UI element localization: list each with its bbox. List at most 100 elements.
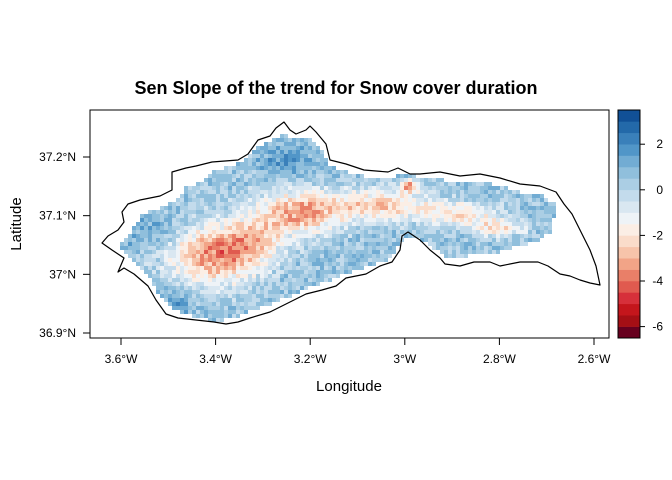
raster-cell <box>248 154 252 158</box>
raster-cell <box>428 186 432 190</box>
raster-cell <box>256 182 260 186</box>
raster-cell <box>280 274 284 278</box>
raster-cell <box>152 274 156 278</box>
raster-cell <box>316 246 320 250</box>
raster-cell <box>492 246 496 250</box>
raster-cell <box>392 226 396 230</box>
raster-cell <box>252 298 256 302</box>
raster-cell <box>320 250 324 254</box>
raster-cell <box>340 230 344 234</box>
raster-cell <box>180 258 184 262</box>
raster-cell <box>348 242 352 246</box>
raster-cell <box>304 194 308 198</box>
raster-cell <box>192 234 196 238</box>
raster-cell <box>148 242 152 246</box>
raster-cell <box>452 230 456 234</box>
raster-cell <box>176 262 180 266</box>
raster-cell <box>236 166 240 170</box>
raster-cell <box>304 154 308 158</box>
raster-cell <box>244 206 248 210</box>
raster-cell <box>544 206 548 210</box>
raster-cell <box>388 250 392 254</box>
raster-cell <box>460 182 464 186</box>
raster-cell <box>364 222 368 226</box>
raster-cell <box>184 206 188 210</box>
raster-cell <box>520 230 524 234</box>
raster-cell <box>488 238 492 242</box>
raster-cell <box>244 174 248 178</box>
raster-cell <box>368 202 372 206</box>
raster-cell <box>188 238 192 242</box>
raster-cell <box>508 206 512 210</box>
raster-cell <box>220 234 224 238</box>
raster-cell <box>256 278 260 282</box>
raster-cell <box>156 254 160 258</box>
raster-cell <box>500 242 504 246</box>
raster-cell <box>216 286 220 290</box>
raster-cell <box>332 230 336 234</box>
raster-cell <box>372 218 376 222</box>
raster-cell <box>164 226 168 230</box>
raster-cell <box>224 214 228 218</box>
raster-cell <box>152 210 156 214</box>
raster-cell <box>264 282 268 286</box>
raster-cell <box>532 198 536 202</box>
raster-cell <box>236 294 240 298</box>
raster-cell <box>156 210 160 214</box>
raster-cell <box>208 202 212 206</box>
raster-cell <box>184 214 188 218</box>
raster-cell <box>324 226 328 230</box>
raster-cell <box>300 178 304 182</box>
raster-cell <box>164 230 168 234</box>
raster-cell <box>232 294 236 298</box>
raster-cell <box>252 226 256 230</box>
raster-cell <box>168 262 172 266</box>
raster-cell <box>204 282 208 286</box>
raster-cell <box>256 238 260 242</box>
raster-cell <box>544 226 548 230</box>
raster-cell <box>468 210 472 214</box>
raster-cell <box>308 270 312 274</box>
snow-slope-raster <box>120 134 556 322</box>
raster-cell <box>440 238 444 242</box>
raster-cell <box>184 282 188 286</box>
raster-cell <box>504 206 508 210</box>
raster-cell <box>456 226 460 230</box>
raster-cell <box>168 298 172 302</box>
raster-cell <box>304 206 308 210</box>
colorbar: -6-4-202 <box>617 109 663 339</box>
raster-cell <box>172 222 176 226</box>
raster-cell <box>180 310 184 314</box>
raster-cell <box>272 158 276 162</box>
raster-cell <box>196 250 200 254</box>
raster-cell <box>344 266 348 270</box>
raster-cell <box>220 290 224 294</box>
raster-cell <box>232 302 236 306</box>
raster-cell <box>200 182 204 186</box>
raster-cell <box>360 254 364 258</box>
raster-cell <box>360 174 364 178</box>
raster-cell <box>304 234 308 238</box>
raster-cell <box>360 238 364 242</box>
raster-cell <box>268 286 272 290</box>
raster-cell <box>452 214 456 218</box>
raster-cell <box>220 170 224 174</box>
raster-cell <box>144 262 148 266</box>
raster-cell <box>184 222 188 226</box>
raster-cell <box>172 230 176 234</box>
raster-cell <box>200 246 204 250</box>
raster-cell <box>296 274 300 278</box>
raster-cell <box>172 290 176 294</box>
raster-cell <box>444 226 448 230</box>
raster-cell <box>296 222 300 226</box>
raster-cell <box>320 154 324 158</box>
raster-cell <box>360 202 364 206</box>
raster-cell <box>232 270 236 274</box>
raster-cell <box>316 190 320 194</box>
raster-cell <box>316 158 320 162</box>
raster-cell <box>252 246 256 250</box>
raster-cell <box>332 226 336 230</box>
raster-cell <box>232 282 236 286</box>
raster-cell <box>228 286 232 290</box>
raster-cell <box>348 186 352 190</box>
